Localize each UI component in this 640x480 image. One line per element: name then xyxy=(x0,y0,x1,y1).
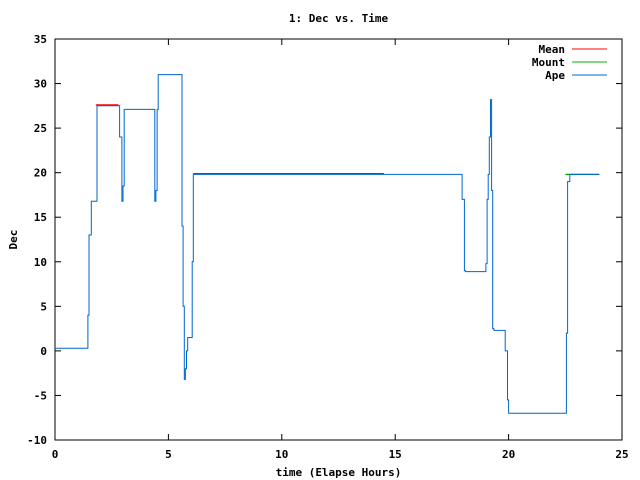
axis-ticks xyxy=(54,38,623,441)
y-tick-label: 5 xyxy=(40,300,47,313)
series-line-ape xyxy=(55,74,600,414)
y-tick-label: 30 xyxy=(34,78,47,91)
y-tick-label: 20 xyxy=(34,167,47,180)
y-tick-label: 0 xyxy=(40,345,47,358)
y-tick-label: -10 xyxy=(27,434,47,447)
x-tick-label: 0 xyxy=(52,448,59,461)
y-tick-label: -5 xyxy=(34,389,47,402)
x-tick-label: 5 xyxy=(165,448,172,461)
legend-label-mount: Mount xyxy=(532,56,565,69)
x-tick-label: 15 xyxy=(389,448,402,461)
y-tick-label: 15 xyxy=(34,211,47,224)
x-tick-label: 10 xyxy=(275,448,288,461)
axis-tick-labels: 0 5 10 15 20 25 -10 -5 0 5 10 15 20 25 30 35 xyxy=(27,33,629,461)
y-tick-label: 35 xyxy=(34,33,47,46)
x-tick-label: 20 xyxy=(502,448,515,461)
y-tick-label: 10 xyxy=(34,256,47,269)
x-tick-label: 25 xyxy=(615,448,628,461)
legend-label-ape: Ape xyxy=(545,69,565,82)
y-axis-label: Dec xyxy=(7,230,20,250)
legend-label-mean: Mean xyxy=(539,43,566,56)
plot-frame xyxy=(54,38,623,441)
y-tick-label: 25 xyxy=(34,122,47,135)
series-lines xyxy=(55,74,600,414)
x-axis-label: time (Elapse Hours) xyxy=(276,466,402,479)
chart-title: 1: Dec vs. Time xyxy=(289,12,389,25)
